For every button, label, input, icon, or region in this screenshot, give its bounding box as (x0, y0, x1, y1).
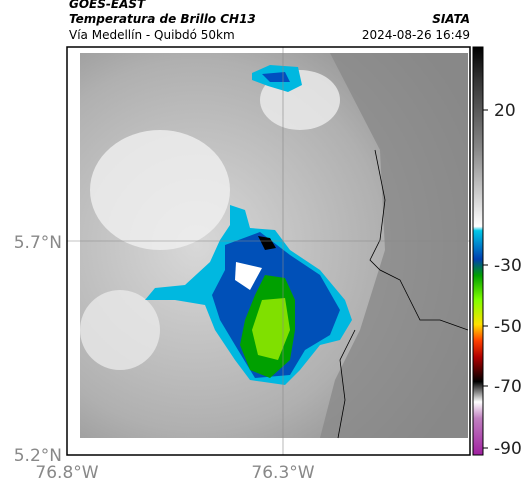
colorbar-tick-label: -70 (494, 377, 522, 397)
colorbar-tick-label: -90 (494, 439, 522, 459)
colorbar (472, 46, 488, 456)
colorbar-tick-label: -50 (494, 317, 522, 337)
y-tick-label: 5.2°N (14, 446, 62, 466)
title: GOES-EAST (69, 0, 146, 11)
y-tick-label: 5.7°N (14, 233, 62, 253)
colorbar-tick-label: -30 (494, 256, 522, 276)
location: Vía Medellín - Quibdó 50km (69, 28, 235, 42)
colorbar-tick-label: 20 (494, 101, 516, 121)
source: SIATA (432, 12, 470, 26)
x-tick-label: 76.8°W (35, 463, 98, 483)
datetime: 2024-08-26 16:49 (362, 28, 470, 42)
subtitle: Temperatura de Brillo CH13 (69, 12, 256, 26)
x-tick-label: 76.3°W (251, 463, 314, 483)
map-image (66, 46, 471, 456)
